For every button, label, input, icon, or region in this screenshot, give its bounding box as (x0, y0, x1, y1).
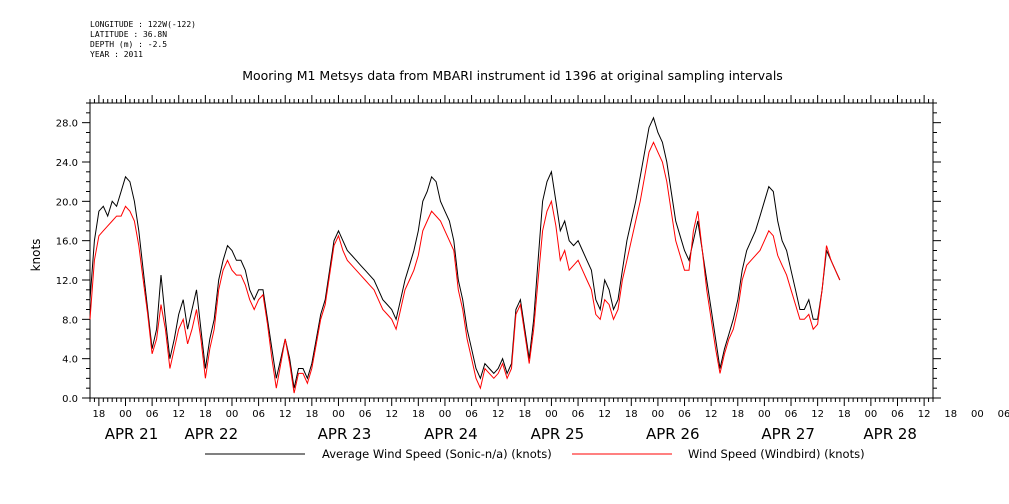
x-tick-label: 12 (598, 409, 611, 420)
x-tick-label: 12 (705, 409, 718, 420)
longitude-text: LONGITUDE : 122W(-122) (90, 20, 196, 29)
y-tick-label: 24.0 (56, 158, 78, 169)
metadata-block: LONGITUDE : 122W(-122) LATITUDE : 36.8N … (90, 20, 196, 60)
x-tick-label: 18 (305, 409, 318, 420)
x-tick-label: 12 (492, 409, 505, 420)
year-text: YEAR : 2011 (90, 50, 143, 59)
x-tick-label: 00 (758, 409, 771, 420)
y-tick-label: 28.0 (56, 119, 78, 130)
date-label: APR 22 (185, 425, 239, 443)
x-tick-label: 18 (412, 409, 425, 420)
date-label: APR 28 (863, 425, 917, 443)
x-tick-label: 12 (811, 409, 824, 420)
latitude-text: LATITUDE : 36.8N (90, 30, 168, 39)
date-label: APR 26 (646, 425, 700, 443)
x-tick-label: 06 (465, 409, 478, 420)
x-tick-label: 12 (279, 409, 292, 420)
x-tick-label: 18 (518, 409, 531, 420)
x-tick-label: 12 (918, 409, 931, 420)
x-tick-label: 00 (545, 409, 558, 420)
y-tick-label: 16.0 (56, 237, 78, 248)
date-label: APR 21 (105, 425, 159, 443)
x-tick-label: 12 (172, 409, 185, 420)
legend-label-average: Average Wind Speed (Sonic-n/a) (knots) (322, 447, 552, 461)
series-line-windbird-wind-speed (89, 141, 841, 394)
x-tick-label: 12 (385, 409, 398, 420)
x-tick-label: 06 (785, 409, 798, 420)
x-tick-label: 18 (731, 409, 744, 420)
x-tick-label: 06 (998, 409, 1009, 420)
date-label: APR 25 (531, 425, 585, 443)
y-tick-label: 4.0 (62, 355, 78, 366)
x-tick-label: 18 (625, 409, 638, 420)
y-tick-label: 20.0 (56, 197, 78, 208)
x-tick-label: 18 (93, 409, 106, 420)
x-tick-label: 18 (199, 409, 212, 420)
axes-group: 0.0 4.0 8.0 12.0 16.0 20.0 24.0 28.0 18 00 06 12 18 0… (56, 95, 1009, 443)
date-label: APR 24 (424, 425, 478, 443)
depth-text: DEPTH (m) : -2.5 (90, 40, 168, 49)
legend: Average Wind Speed (Sonic-n/a) (knots) W… (205, 447, 865, 461)
x-tick-label: 06 (359, 409, 372, 420)
x-tick-label: 00 (439, 409, 452, 420)
x-tick-label: 18 (944, 409, 957, 420)
x-tick-label: 06 (146, 409, 159, 420)
x-tick-label: 00 (226, 409, 239, 420)
x-tick-label: 00 (119, 409, 132, 420)
series-line-average-wind-speed (89, 116, 841, 389)
x-tick-label: 00 (971, 409, 984, 420)
plot-frame (89, 102, 934, 399)
date-label: APR 27 (761, 425, 815, 443)
y-tick-label: 0.0 (62, 394, 78, 405)
chart-title-container: Mooring M1 Metsys data from MBARI instru… (0, 68, 1009, 83)
x-tick-label: 06 (678, 409, 691, 420)
y-tick-label: 12.0 (56, 276, 78, 287)
series-group (89, 116, 841, 394)
x-tick-label: 06 (572, 409, 585, 420)
legend-label-windbird: Wind Speed (Windbird) (knots) (688, 447, 865, 461)
x-tick-label: 06 (252, 409, 265, 420)
x-tick-label: 00 (332, 409, 345, 420)
x-tick-label: 00 (865, 409, 878, 420)
y-axis-label: knots (29, 239, 43, 272)
y-tick-label: 8.0 (62, 315, 78, 326)
chart-title: Mooring M1 Metsys data from MBARI instru… (242, 68, 783, 83)
date-label: APR 23 (318, 425, 372, 443)
x-tick-label: 00 (652, 409, 665, 420)
x-tick-label: 06 (891, 409, 904, 420)
x-tick-label: 18 (838, 409, 851, 420)
